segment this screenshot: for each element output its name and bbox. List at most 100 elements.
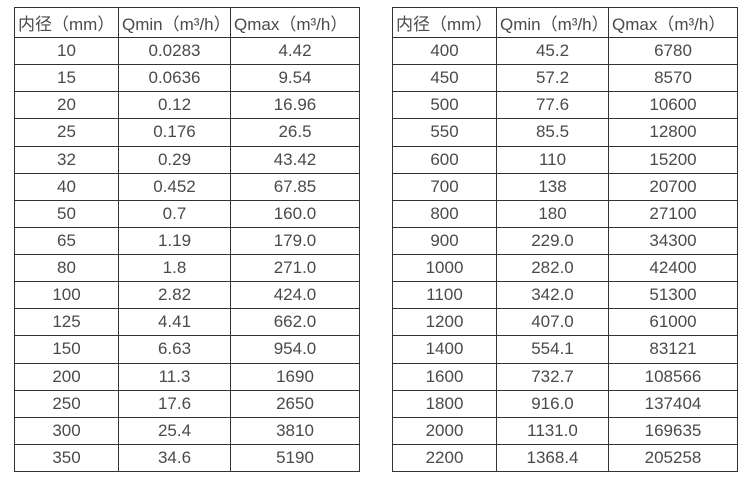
- cell-diameter: 700: [392, 172, 497, 201]
- header-cell-qmax: Qmax（m³/h）: [230, 7, 360, 38]
- table-row: 1600 732.7 108566: [392, 362, 738, 391]
- header-row: 内径（mm） Qmin（m³/h） Qmax（m³/h）: [14, 7, 360, 38]
- table-row: 250 17.6 2650: [14, 389, 360, 418]
- cell-diameter: 1600: [392, 362, 497, 391]
- table-row: 2000 1131.0 169635: [392, 416, 738, 445]
- cell-qmax: 27100: [608, 199, 738, 228]
- cell-qmin: 34.6: [118, 443, 231, 473]
- cell-qmin: 0.452: [118, 172, 231, 201]
- cell-qmax: 2650: [230, 389, 360, 418]
- table-row: 700 138 20700: [392, 172, 738, 201]
- cell-diameter: 800: [392, 199, 497, 228]
- cell-qmin: 6.63: [118, 335, 231, 364]
- table-row: 10 0.0283 4.42: [14, 36, 360, 66]
- cell-qmax: 51300: [608, 281, 738, 310]
- cell-diameter: 32: [14, 145, 119, 174]
- table-row: 65 1.19 179.0: [14, 226, 360, 256]
- header-row: 内径（mm） Qmin（m³/h） Qmax（m³/h）: [392, 7, 738, 38]
- cell-diameter: 350: [14, 443, 119, 473]
- cell-qmin: 2.82: [118, 281, 231, 310]
- cell-diameter: 150: [14, 335, 119, 364]
- table-row: 400 45.2 6780: [392, 36, 738, 66]
- cell-qmin: 1.19: [118, 226, 231, 256]
- cell-qmin: 25.4: [118, 416, 231, 445]
- cell-qmin: 110: [496, 145, 609, 174]
- cell-qmax: 1690: [230, 362, 360, 391]
- cell-qmin: 0.12: [118, 91, 231, 120]
- cell-diameter: 65: [14, 226, 119, 256]
- cell-qmin: 77.6: [496, 91, 609, 120]
- cell-qmax: 271.0: [230, 253, 360, 283]
- cell-qmin: 732.7: [496, 362, 609, 391]
- table-row: 1000 282.0 42400: [392, 253, 738, 283]
- cell-qmin: 180: [496, 199, 609, 228]
- cell-qmin: 0.0636: [118, 64, 231, 93]
- cell-diameter: 1000: [392, 253, 497, 283]
- flow-table-small-diameters: 内径（mm） Qmin（m³/h） Qmax（m³/h） 10 0.0283 4.42 15…: [14, 7, 360, 473]
- cell-diameter: 200: [14, 362, 119, 391]
- cell-qmin: 4.41: [118, 308, 231, 337]
- cell-qmax: 15200: [608, 145, 738, 174]
- table-row: 2200 1368.4 205258: [392, 443, 738, 473]
- cell-qmin: 342.0: [496, 281, 609, 310]
- table-row: 900 229.0 34300: [392, 226, 738, 256]
- cell-qmin: 916.0: [496, 389, 609, 418]
- table-row: 1400 554.1 83121: [392, 335, 738, 364]
- cell-diameter: 10: [14, 36, 119, 66]
- cell-qmax: 43.42: [230, 145, 360, 174]
- cell-qmax: 662.0: [230, 308, 360, 337]
- cell-diameter: 20: [14, 91, 119, 120]
- cell-diameter: 1200: [392, 308, 497, 337]
- table-row: 550 85.5 12800: [392, 118, 738, 147]
- cell-qmin: 407.0: [496, 308, 609, 337]
- cell-qmin: 1.8: [118, 253, 231, 283]
- flow-range-tables: 内径（mm） Qmin（m³/h） Qmax（m³/h） 10 0.0283 4.42 15…: [14, 7, 738, 473]
- cell-qmin: 11.3: [118, 362, 231, 391]
- cell-diameter: 450: [392, 64, 497, 93]
- cell-qmax: 34300: [608, 226, 738, 256]
- table-row: 50 0.7 160.0: [14, 199, 360, 228]
- header-cell-qmax: Qmax（m³/h）: [608, 7, 738, 38]
- cell-qmin: 57.2: [496, 64, 609, 93]
- table-row: 600 110 15200: [392, 145, 738, 174]
- cell-diameter: 40: [14, 172, 119, 201]
- table-row: 80 1.8 271.0: [14, 253, 360, 283]
- cell-diameter: 250: [14, 389, 119, 418]
- table-row: 1200 407.0 61000: [392, 308, 738, 337]
- cell-qmax: 179.0: [230, 226, 360, 256]
- cell-qmax: 6780: [608, 36, 738, 66]
- table-row: 300 25.4 3810: [14, 416, 360, 445]
- cell-qmax: 424.0: [230, 281, 360, 310]
- flow-table-large-diameters: 内径（mm） Qmin（m³/h） Qmax（m³/h） 400 45.2 6780 450…: [392, 7, 738, 473]
- table-row: 800 180 27100: [392, 199, 738, 228]
- cell-qmin: 0.29: [118, 145, 231, 174]
- cell-diameter: 600: [392, 145, 497, 174]
- cell-qmax: 83121: [608, 335, 738, 364]
- cell-diameter: 15: [14, 64, 119, 93]
- table-row: 1100 342.0 51300: [392, 281, 738, 310]
- table-row: 40 0.452 67.85: [14, 172, 360, 201]
- cell-qmax: 3810: [230, 416, 360, 445]
- cell-qmax: 954.0: [230, 335, 360, 364]
- table-row: 100 2.82 424.0: [14, 281, 360, 310]
- table-row: 20 0.12 16.96: [14, 91, 360, 120]
- cell-qmin: 282.0: [496, 253, 609, 283]
- cell-diameter: 400: [392, 36, 497, 66]
- cell-qmin: 1368.4: [496, 443, 609, 473]
- cell-diameter: 500: [392, 91, 497, 120]
- cell-qmax: 4.42: [230, 36, 360, 66]
- cell-diameter: 100: [14, 281, 119, 310]
- cell-diameter: 2000: [392, 416, 497, 445]
- cell-qmin: 0.176: [118, 118, 231, 147]
- cell-diameter: 25: [14, 118, 119, 147]
- table-row: 32 0.29 43.42: [14, 145, 360, 174]
- cell-qmin: 138: [496, 172, 609, 201]
- cell-qmax: 42400: [608, 253, 738, 283]
- table-row: 1800 916.0 137404: [392, 389, 738, 418]
- cell-qmin: 0.7: [118, 199, 231, 228]
- cell-diameter: 80: [14, 253, 119, 283]
- cell-qmax: 160.0: [230, 199, 360, 228]
- cell-diameter: 1400: [392, 335, 497, 364]
- table-row: 350 34.6 5190: [14, 443, 360, 473]
- cell-diameter: 900: [392, 226, 497, 256]
